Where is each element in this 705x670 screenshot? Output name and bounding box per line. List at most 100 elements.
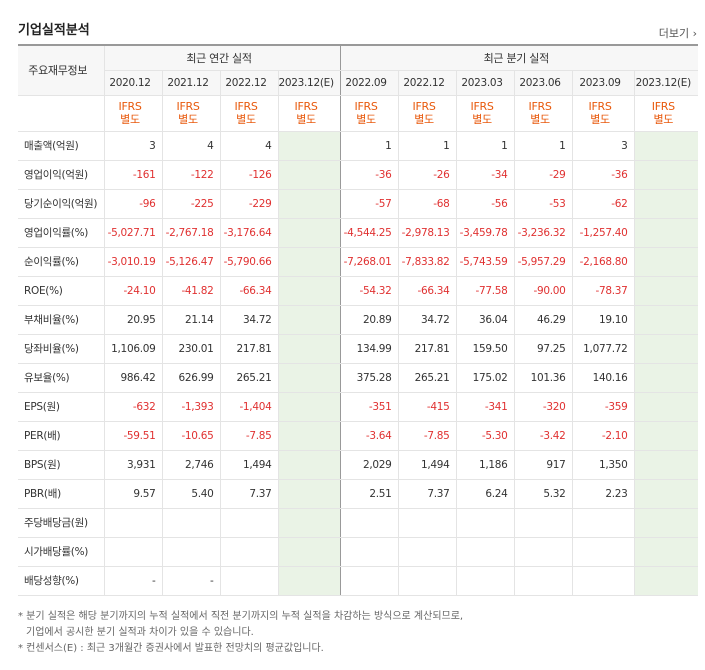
row-label: 영업이익률(%) bbox=[18, 217, 104, 248]
table-cell: -5.30 bbox=[455, 421, 515, 451]
table-cell: -2,978.13 bbox=[397, 217, 457, 248]
more-link[interactable]: 더보기 › bbox=[658, 27, 697, 40]
table-cell bbox=[277, 537, 341, 567]
table-cell bbox=[633, 507, 699, 538]
table-row: 주당배당금(원) bbox=[18, 507, 699, 538]
row-label: PER(배) bbox=[18, 421, 104, 451]
table-cell bbox=[633, 479, 699, 509]
basis-type: 별도 bbox=[178, 113, 198, 126]
table-cell: -7,268.01 bbox=[339, 247, 399, 277]
row-label: EPS(원) bbox=[18, 391, 104, 422]
section-title: 기업실적분석 bbox=[18, 23, 90, 38]
period-header: 2023.12(E) bbox=[633, 70, 699, 96]
table-cell: 230.01 bbox=[161, 334, 220, 364]
table-cell: -78.37 bbox=[571, 276, 635, 306]
table-cell: -41.82 bbox=[161, 276, 220, 306]
table-cell: 2.51 bbox=[339, 479, 399, 509]
basis-type: 별도 bbox=[414, 113, 434, 126]
table-cell: 19.10 bbox=[571, 304, 635, 335]
period-header: 2022.12 bbox=[397, 70, 457, 96]
table-cell: -68 bbox=[397, 189, 457, 219]
table-row: BPS(원) 3,931 2,746 1,494 2,029 1,494 1,186 917 1… bbox=[18, 450, 699, 480]
basis-header: IFRS 별도 bbox=[277, 95, 341, 132]
table-cell: 175.02 bbox=[455, 363, 515, 393]
table-cell: 7.37 bbox=[397, 479, 457, 509]
basis-header: IFRS 별도 bbox=[219, 95, 278, 132]
table-cell: -2.10 bbox=[571, 421, 635, 451]
table-cell bbox=[397, 537, 457, 567]
table-cell: -1,404 bbox=[219, 391, 278, 422]
basis-header: IFRS 별도 bbox=[571, 95, 635, 132]
table-cell: -96 bbox=[103, 189, 162, 219]
basis-header: IFRS 별도 bbox=[513, 95, 573, 132]
table-cell: 1,350 bbox=[571, 450, 635, 480]
table-cell: -1,393 bbox=[161, 391, 220, 422]
table-cell bbox=[339, 566, 399, 596]
period-header: 2020.12 bbox=[103, 70, 162, 96]
table-cell: -5,743.59 bbox=[455, 247, 515, 277]
table-cell: -3.42 bbox=[513, 421, 573, 451]
table-cell: 6.24 bbox=[455, 479, 515, 509]
basis-type: 별도 bbox=[472, 113, 492, 126]
table-cell: -66.34 bbox=[219, 276, 278, 306]
basis-standard: IFRS bbox=[528, 100, 552, 113]
row-label: 순이익률(%) bbox=[18, 247, 104, 277]
basis-type: 별도 bbox=[653, 113, 674, 126]
table-cell: -320 bbox=[513, 391, 573, 422]
table-cell: -2,168.80 bbox=[571, 247, 635, 277]
table-cell bbox=[633, 334, 699, 364]
basis-type: 별도 bbox=[120, 113, 140, 126]
table-cell: 101.36 bbox=[513, 363, 573, 393]
row-label: 주당배당금(원) bbox=[18, 507, 104, 538]
table-cell: -3,459.78 bbox=[455, 217, 515, 248]
basis-standard: IFRS bbox=[470, 100, 494, 113]
row-label: 영업이익(억원) bbox=[18, 160, 104, 190]
table-cell: 2,029 bbox=[339, 450, 399, 480]
table-cell: -36 bbox=[339, 160, 399, 190]
period-header: 2022.12 bbox=[219, 70, 278, 96]
table-cell: - bbox=[103, 566, 162, 596]
table-cell bbox=[339, 537, 399, 567]
table-cell: -36 bbox=[571, 160, 635, 190]
table-cell: -3,176.64 bbox=[219, 217, 278, 248]
table-cell: 2.23 bbox=[571, 479, 635, 509]
table-row: 매출액(억원) 3 4 4 1 1 1 1 3 bbox=[18, 131, 699, 161]
table-cell bbox=[397, 566, 457, 596]
table-cell: -126 bbox=[219, 160, 278, 190]
table-cell bbox=[455, 507, 515, 538]
table-row: 순이익률(%) -3,010.19 -5,126.47 -5,790.66 -7,268… bbox=[18, 247, 699, 277]
table-cell bbox=[277, 421, 341, 451]
period-header: 2023.06 bbox=[513, 70, 573, 96]
table-cell: 3,931 bbox=[103, 450, 162, 480]
table-cell: 20.89 bbox=[339, 304, 399, 335]
table-cell: 1,494 bbox=[397, 450, 457, 480]
table-cell: -26 bbox=[397, 160, 457, 190]
table-cell: -77.58 bbox=[455, 276, 515, 306]
table-cell bbox=[161, 537, 220, 567]
table-cell bbox=[633, 450, 699, 480]
table-cell: -56 bbox=[455, 189, 515, 219]
table-cell: 217.81 bbox=[219, 334, 278, 364]
table-cell bbox=[633, 217, 699, 248]
table-cell bbox=[219, 537, 278, 567]
basis-standard: IFRS bbox=[588, 100, 612, 113]
table-cell: -5,790.66 bbox=[219, 247, 278, 277]
basis-header: IFRS 별도 bbox=[397, 95, 457, 132]
table-cell bbox=[277, 479, 341, 509]
table-cell: 97.25 bbox=[513, 334, 573, 364]
table-cell: -3,010.19 bbox=[103, 247, 162, 277]
table-cell: 1,077.72 bbox=[571, 334, 635, 364]
table-cell: -54.32 bbox=[339, 276, 399, 306]
table-cell: 1 bbox=[513, 131, 573, 161]
table-cell bbox=[277, 131, 341, 161]
table-cell bbox=[571, 537, 635, 567]
period-header: 2023.12(E) bbox=[277, 70, 341, 96]
basis-type: 별도 bbox=[530, 113, 550, 126]
table-cell: 1,494 bbox=[219, 450, 278, 480]
basis-header: IFRS 별도 bbox=[455, 95, 515, 132]
table-cell: -90.00 bbox=[513, 276, 573, 306]
table-cell bbox=[277, 566, 341, 596]
table-cell: 2,746 bbox=[161, 450, 220, 480]
basis-standard: IFRS bbox=[176, 100, 200, 113]
table-cell: 375.28 bbox=[339, 363, 399, 393]
